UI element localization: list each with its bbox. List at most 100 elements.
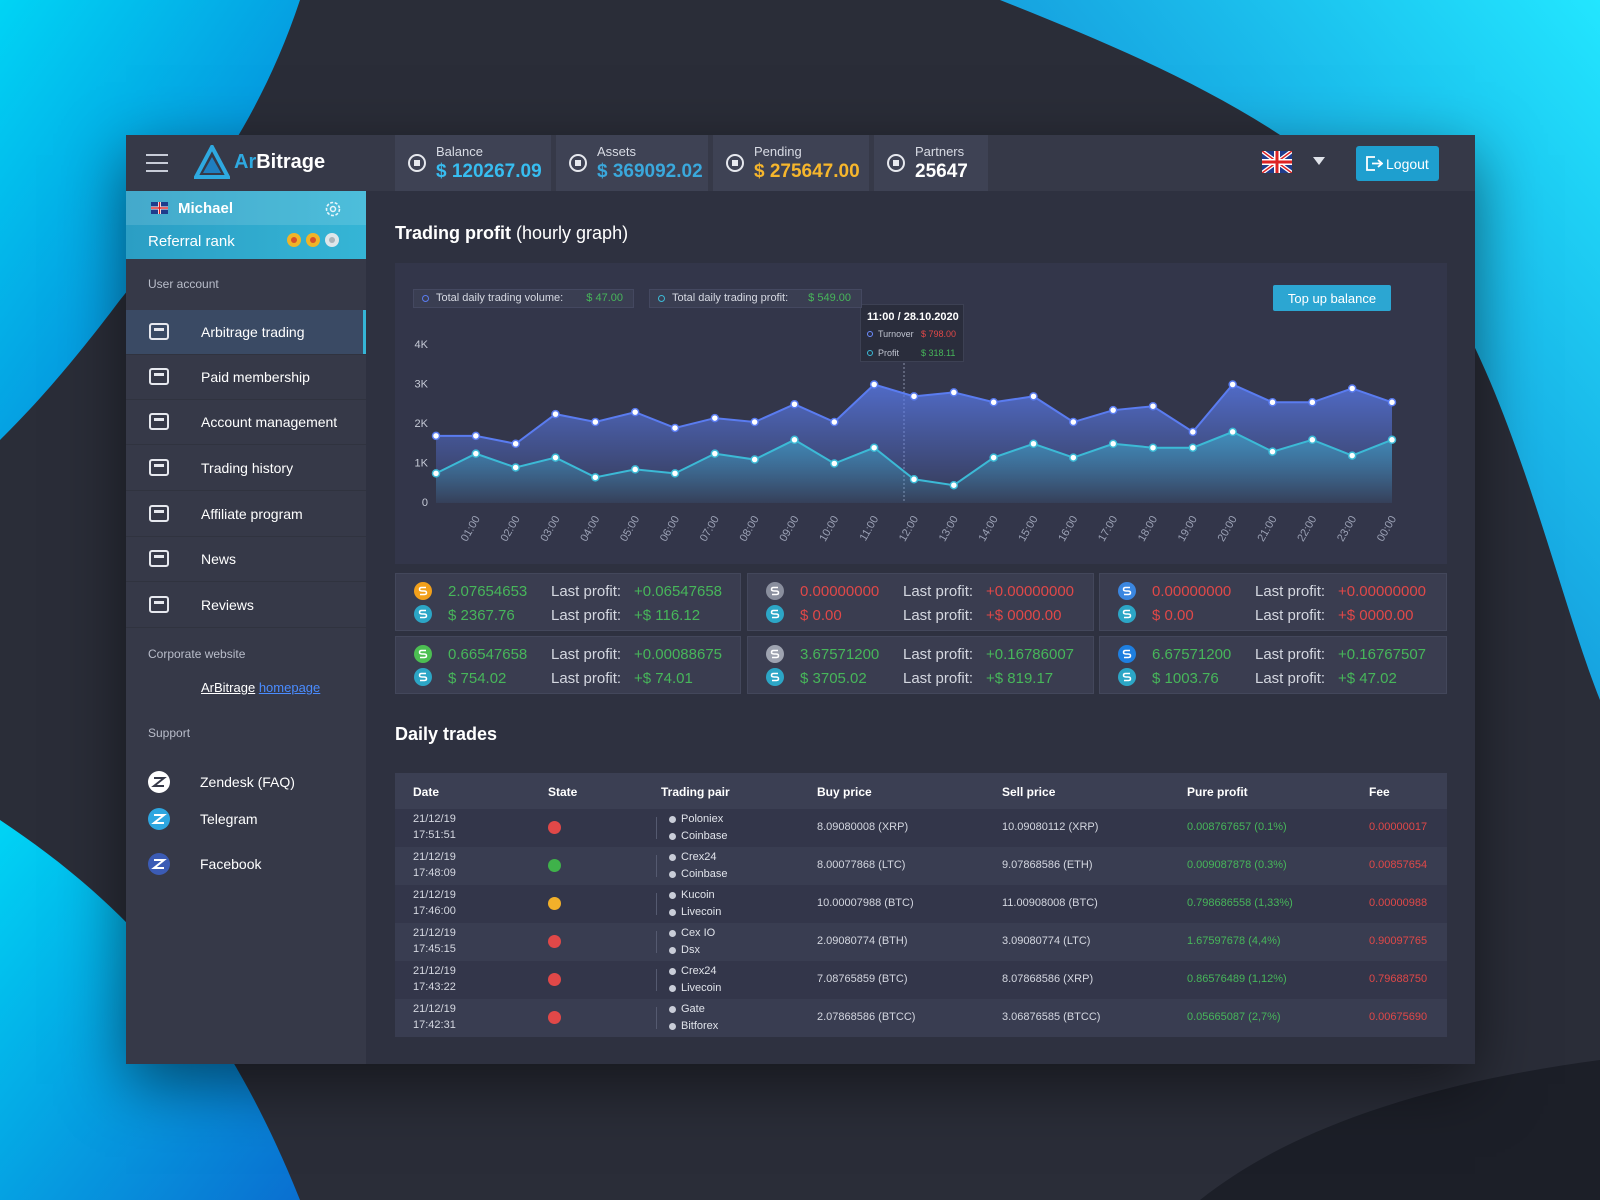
menu-label[interactable]: News — [201, 551, 237, 567]
support-icon[interactable] — [147, 852, 171, 876]
icon-shape — [418, 609, 428, 619]
cell-text: 1.67597678 (4,4%) — [1187, 935, 1281, 947]
card-text: 0.66547658 — [448, 646, 528, 663]
cell-text: 3.06876585 (BTCC) — [1002, 1011, 1101, 1023]
support-icon[interactable] — [147, 770, 171, 794]
link-text[interactable]: homepage — [258, 680, 321, 695]
column-header: Pure profit — [1187, 785, 1248, 799]
data-point — [1148, 443, 1158, 452]
card-text: Last profit: — [551, 646, 622, 663]
icon-shape — [149, 413, 169, 430]
menu-label[interactable]: Paid membership — [201, 369, 310, 385]
corporate-link[interactable]: ArBitrage homepage — [201, 681, 320, 694]
cell-text: Bitforex — [681, 1020, 719, 1032]
cell-text: 0.86576489 (1,12%) — [1187, 973, 1287, 985]
icon-shape — [154, 418, 164, 421]
language-dropdown[interactable] — [1313, 157, 1325, 167]
card-text: Last profit: — [551, 670, 622, 687]
cell-text: 0.00857654 — [1369, 859, 1428, 871]
settings-icon[interactable] — [324, 200, 342, 218]
language-flag[interactable] — [1262, 151, 1292, 173]
menu-label[interactable]: Arbitrage trading — [201, 324, 305, 340]
data-point — [1387, 435, 1397, 445]
data-point — [670, 423, 680, 433]
card-text: Last profit: — [1255, 646, 1326, 663]
top-up-button[interactable]: Top up balance — [1273, 285, 1391, 311]
support-icon[interactable] — [147, 807, 171, 831]
cell-text: 0.008767657 (0.1%) — [1187, 821, 1287, 833]
button-label: Top up balance — [1287, 291, 1377, 306]
menu-item[interactable]: News — [126, 537, 366, 582]
coin-icon — [414, 582, 432, 600]
icon-shape — [893, 160, 899, 166]
data-point — [949, 388, 959, 397]
cell-text: 21/12/19 — [413, 813, 456, 825]
cell-text: 0.00000017 — [1369, 821, 1428, 833]
cell-text: 17:51:51 — [413, 829, 456, 841]
data-point — [1069, 453, 1078, 462]
stat-value: $ 369092.02 — [597, 161, 703, 182]
menu-label[interactable]: Reviews — [201, 597, 254, 613]
support-label[interactable]: Telegram — [200, 811, 258, 827]
menu-item[interactable]: Trading history — [126, 446, 366, 491]
y-tick-label: 2K — [415, 418, 429, 430]
icon-shape — [1122, 586, 1132, 596]
menu-item[interactable]: Account management — [126, 400, 366, 445]
data-point — [511, 439, 520, 448]
menu-item[interactable]: Paid membership — [126, 355, 366, 400]
stat-value: 25647 — [915, 161, 968, 182]
icon-shape — [154, 328, 164, 331]
y-tick-label: 4K — [415, 339, 429, 351]
menu-item[interactable]: Reviews — [126, 583, 366, 628]
pair-divider — [656, 817, 657, 839]
link-text[interactable]: ArBitrage — [201, 680, 256, 695]
card-text: $ 754.02 — [448, 670, 507, 687]
exchange-dot — [669, 985, 676, 992]
state-dot — [548, 821, 561, 834]
card-text: 2.07654653 — [448, 583, 528, 600]
coin-card: 0.66547658 Last profit: +0.00088675 $ 754.0… — [395, 636, 741, 694]
coin-icon — [766, 582, 784, 600]
coin-icon — [414, 645, 432, 663]
icon-shape — [151, 777, 167, 787]
data-point — [1308, 435, 1317, 445]
cell-text: 17:45:15 — [413, 943, 456, 955]
menu-label[interactable]: Account management — [201, 414, 338, 430]
menu-button[interactable] — [146, 152, 170, 174]
cell-text: 17:46:00 — [413, 905, 456, 917]
pair-divider — [656, 855, 657, 877]
menu-item[interactable]: Arbitrage trading — [126, 310, 366, 355]
card-text: Last profit: — [551, 583, 622, 600]
menu-item[interactable]: Affiliate program — [126, 492, 366, 537]
x-tick-label: 09:00 — [777, 514, 801, 544]
icon-shape — [726, 154, 744, 172]
data-point — [790, 435, 799, 445]
logout-button[interactable]: Logout — [1356, 146, 1439, 181]
column-header: Fee — [1369, 785, 1390, 799]
icon-shape — [414, 160, 420, 166]
cell-text: Coinbase — [681, 830, 728, 842]
cell-text: 10.09080112 (XRP) — [1002, 821, 1099, 833]
legend-label: Total daily trading volume: — [436, 292, 564, 304]
stat-value: $ 275647.00 — [754, 161, 860, 182]
data-point — [471, 431, 481, 441]
coin-card: 0.00000000 Last profit: +0.00000000 $ 0.00 L… — [1099, 573, 1447, 631]
column-header: Trading pair — [661, 785, 730, 799]
menu-label[interactable]: Affiliate program — [201, 506, 303, 522]
stat-label: Pending — [754, 144, 802, 159]
support-label[interactable]: Facebook — [200, 856, 262, 872]
column-header: Buy price — [817, 785, 872, 799]
menu-label[interactable]: Trading history — [201, 460, 294, 476]
data-point — [1029, 439, 1038, 448]
stat-icon — [726, 154, 744, 172]
state-dot — [548, 973, 561, 986]
cell-text: Poloniex — [681, 813, 724, 825]
support-label[interactable]: Zendesk (FAQ) — [200, 774, 295, 790]
data-point — [1268, 398, 1277, 407]
data-point — [1268, 447, 1277, 456]
cell-text: 0.00000988 — [1369, 897, 1428, 909]
icon-shape — [770, 649, 780, 659]
exchange-dot — [669, 1023, 676, 1030]
x-tick-label: 17:00 — [1096, 514, 1120, 544]
coin-card: 0.00000000 Last profit: +0.00000000 $ 0.00 L… — [747, 573, 1094, 631]
